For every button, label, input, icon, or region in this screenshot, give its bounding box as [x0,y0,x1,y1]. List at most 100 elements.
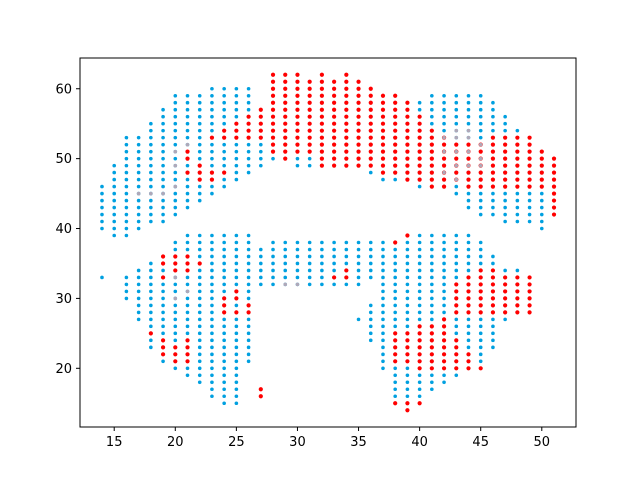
data-point-background [478,107,483,112]
data-point-highlight [307,107,312,112]
data-point-background [442,121,446,126]
data-point-background [222,387,226,392]
data-point-background [283,275,288,280]
data-point-background [222,177,226,182]
data-point-background [259,163,263,168]
data-point-background [124,149,129,154]
data-point-background [430,121,434,126]
data-point-highlight [539,177,544,182]
data-point-highlight [417,163,422,168]
data-point-highlight [454,366,459,371]
data-point-highlight [234,296,239,301]
data-point-highlight [307,93,312,98]
data-point-background [234,275,239,280]
data-point-highlight [527,282,532,287]
data-point-background [466,205,471,210]
data-point-highlight [344,93,349,98]
data-point-background [259,275,263,280]
data-point-background [478,100,483,105]
data-point-background [222,184,226,189]
data-point-highlight [551,198,557,203]
data-point-background [515,205,520,210]
data-point-background [185,324,190,329]
data-point-background [430,303,434,308]
data-point-background [197,303,202,308]
data-point-highlight [527,289,532,294]
data-point-highlight [441,142,447,147]
data-point-highlight [258,114,263,119]
data-point-background [234,345,239,350]
data-point-background [430,380,434,385]
data-point-highlight [368,149,373,154]
data-point-background [491,254,495,259]
data-point-background [234,100,239,105]
data-point-background [136,142,141,147]
data-point-background [197,359,202,364]
data-point-background [466,247,471,252]
data-point-background [161,282,165,287]
data-point-background [478,324,483,329]
data-point-highlight [429,359,434,364]
data-point-dim [478,142,483,147]
data-point-background [173,114,178,119]
x-tick-label: 15 [106,435,123,450]
data-point-highlight [295,121,300,126]
data-point-background [344,261,349,266]
data-point-background [295,163,300,168]
data-point-background [442,373,446,378]
x-tick-label: 25 [228,435,245,450]
data-point-background [442,303,446,308]
data-point-highlight [319,135,324,140]
data-point-background [234,380,239,385]
data-point-background [149,324,153,329]
data-point-highlight [356,114,361,119]
data-point-dim [295,282,300,287]
data-point-background [307,156,312,161]
data-point-highlight [429,331,434,336]
data-point-background [478,331,483,336]
data-point-background [527,212,532,217]
data-point-background [283,254,288,259]
data-point-background [210,387,214,392]
data-point-highlight [332,156,337,161]
data-point-background [246,331,251,336]
data-point-highlight [234,310,239,315]
data-point-highlight [490,142,496,147]
data-point-background [161,331,165,336]
data-point-background [405,261,410,266]
data-point-background [307,247,312,252]
data-point-highlight [332,86,337,91]
data-point-highlight [503,142,508,147]
data-point-background [503,219,507,224]
data-point-highlight [405,163,410,168]
data-point-background [430,282,434,287]
data-point-background [136,170,141,175]
data-point-highlight [454,359,459,364]
data-point-highlight [454,170,459,175]
data-point-highlight [332,275,337,280]
data-point-background [417,107,422,112]
data-point-background [246,296,251,301]
data-point-background [136,135,141,140]
data-point-background [442,240,446,245]
data-point-background [100,226,104,231]
data-point-background [234,247,239,252]
data-point-background [381,282,385,287]
data-point-background [307,240,312,245]
data-point-background [246,107,251,112]
data-point-background [197,289,202,294]
data-point-highlight [295,135,300,140]
data-point-background [491,338,495,343]
data-point-background [222,366,226,371]
data-point-background [234,114,239,119]
data-point-highlight [380,100,386,105]
data-point-highlight [429,324,434,329]
data-point-background [173,303,178,308]
data-point-background [124,198,129,203]
data-point-background [161,359,165,364]
data-point-background [197,268,202,273]
data-point-background [124,163,129,168]
data-point-background [234,401,239,406]
data-point-background [491,261,495,266]
data-point-background [442,114,446,119]
